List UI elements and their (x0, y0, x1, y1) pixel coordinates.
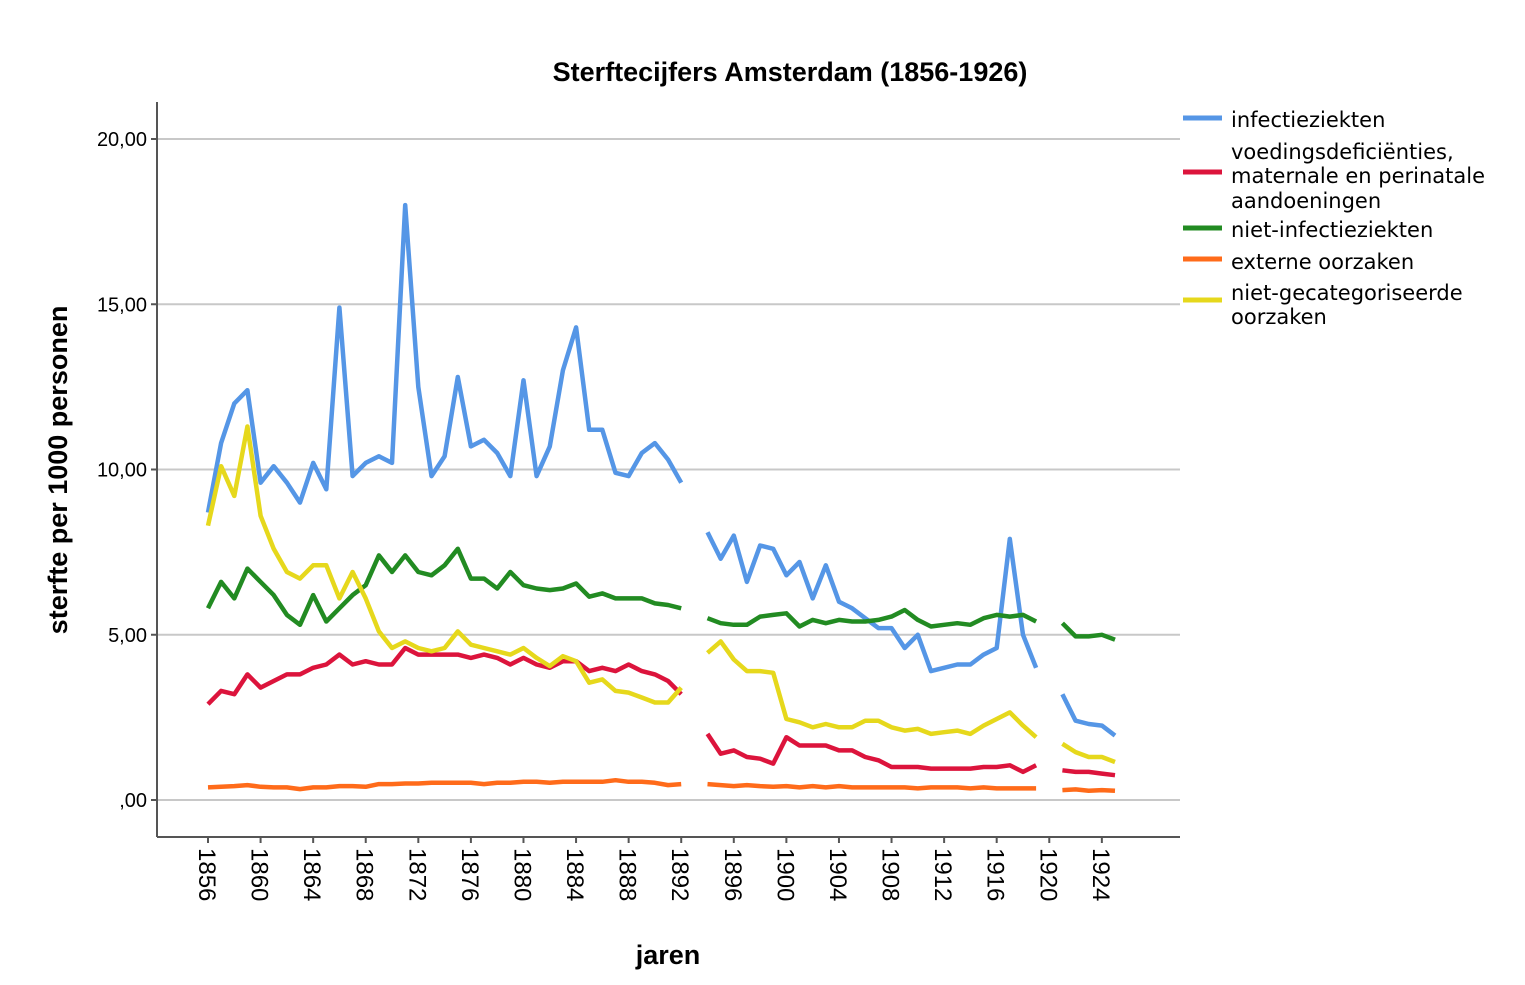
series-line-5 (205, 424, 1116, 765)
y-axis-title: sterfte per 1000 personen (43, 306, 73, 635)
y-axis-ticks: ,00 5,00 10,00 15,00 20,00 (97, 129, 157, 812)
legend-item-5: niet-gecategoriseerde oorzaken (1183, 281, 1463, 329)
y-tick-label: 20,00 (97, 129, 147, 151)
x-tick-label: 1872 (403, 848, 430, 901)
legend-item-1: infectieziekten (1183, 108, 1385, 132)
x-axis-ticks: 1856 1860 1864 1868 1872 1876 1880 1884 1888 1892… (193, 837, 1114, 901)
series-line-1 (205, 202, 1117, 738)
x-tick-label: 1908 (877, 848, 904, 901)
legend-label: externe oorzaken (1231, 250, 1414, 274)
y-tick-label: 15,00 (97, 294, 147, 316)
chart-title: Sterftecijfers Amsterdam (1856-1926) (553, 57, 1028, 87)
x-tick-label: 1880 (508, 848, 535, 901)
x-tick-label: 1920 (1034, 848, 1061, 901)
x-tick-label: 1916 (982, 848, 1009, 901)
x-tick-label: 1896 (719, 848, 746, 901)
x-tick-label: 1864 (298, 848, 325, 901)
x-tick-label: 1860 (246, 848, 273, 901)
y-tick-label: ,00 (119, 790, 147, 812)
series-line-3 (205, 546, 1116, 642)
x-tick-label: 1912 (929, 848, 956, 901)
x-tick-label: 1900 (771, 848, 798, 901)
x-tick-label: 1876 (456, 848, 483, 901)
legend-label: niet-infectieziekten (1231, 218, 1433, 242)
series-line-2 (206, 645, 1116, 778)
legend-label: infectieziekten (1231, 108, 1385, 132)
x-tick-label: 1892 (666, 848, 693, 901)
x-tick-label: 1856 (193, 848, 220, 901)
y-tick-label: 5,00 (108, 625, 147, 647)
legend-item-3: niet-infectieziekten (1183, 218, 1433, 242)
y-tick-label: 10,00 (97, 460, 147, 482)
series-line-4 (207, 777, 1116, 793)
legend-label: voedingsdeficiënties, maternale en perina… (1231, 140, 1485, 213)
series-lines (205, 202, 1117, 793)
x-tick-label: 1888 (614, 848, 641, 901)
x-tick-label: 1924 (1087, 848, 1114, 901)
legend-label: niet-gecategoriseerde oorzaken (1231, 281, 1463, 329)
legend-item-2: voedingsdeficiënties, maternale en perina… (1183, 140, 1485, 213)
x-tick-label: 1884 (561, 848, 588, 901)
x-axis-title: jaren (635, 940, 701, 970)
x-tick-label: 1904 (824, 848, 851, 901)
legend: infectieziekten voedingsdeficiënties, mate… (1183, 108, 1485, 329)
legend-item-4: externe oorzaken (1183, 250, 1414, 274)
x-tick-label: 1868 (351, 848, 378, 901)
